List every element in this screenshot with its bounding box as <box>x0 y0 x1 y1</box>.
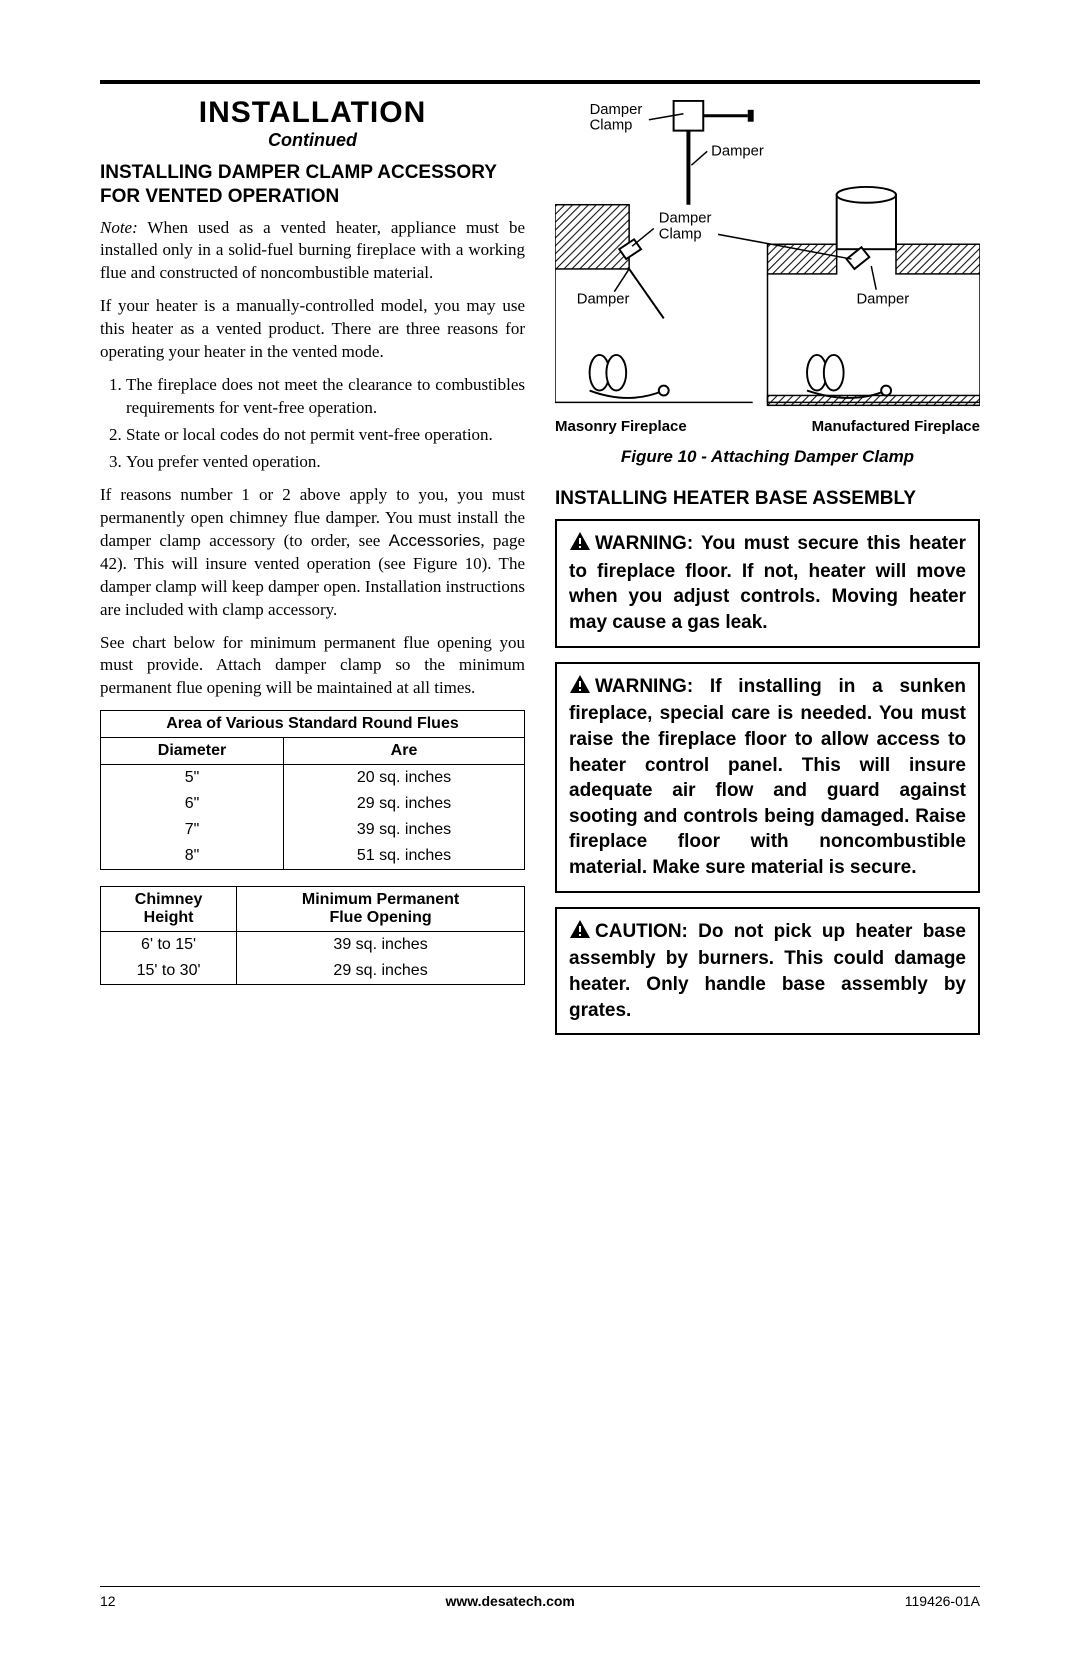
cell: 29 sq. inches <box>284 791 525 817</box>
cell: 29 sq. inches <box>237 958 525 985</box>
label-damper-clamp-mid2: Clamp <box>659 226 702 242</box>
chimney-height-table: Chimney Height Minimum Permanent Flue Op… <box>100 886 525 985</box>
two-column-layout: INSTALLATION Continued INSTALLING DAMPER… <box>100 96 980 1049</box>
label-damper-clamp-top2: Clamp <box>590 118 633 134</box>
para-manually-controlled: If your heater is a manually-controlled … <box>100 295 525 364</box>
note-paragraph: Note: When used as a vented heater, appl… <box>100 217 525 286</box>
warning-icon <box>569 919 591 947</box>
cell: 39 sq. inches <box>284 817 525 843</box>
label-damper-top: Damper <box>711 143 764 159</box>
col-header: Minimum Permanent Flue Opening <box>237 887 525 932</box>
col-header: Diameter <box>101 738 284 765</box>
left-column: INSTALLATION Continued INSTALLING DAMPER… <box>100 96 525 1049</box>
cell: 6" <box>101 791 284 817</box>
col-header: Chimney Height <box>101 887 237 932</box>
doc-number: 119426-01A <box>905 1593 980 1609</box>
warning-icon <box>569 531 591 559</box>
caution-text: CAUTION: Do not pick up heater base asse… <box>569 921 966 1021</box>
col-header-line: Height <box>107 909 230 927</box>
logs-right-icon <box>807 355 891 398</box>
warning-text: WARNING: You must secure this heater to … <box>569 533 966 633</box>
col-header-line: Minimum Permanent <box>243 891 518 909</box>
page-number: 12 <box>100 1593 116 1609</box>
cell: 8" <box>101 843 284 870</box>
damper-diagram-svg: Damper Clamp Damper Damper Clamp <box>555 96 980 412</box>
caption-manufactured: Manufactured Fireplace <box>812 418 980 435</box>
label-damper-clamp-mid: Damper <box>659 211 712 227</box>
reason-item: You prefer vented operation. <box>126 451 525 474</box>
logs-left-icon <box>590 355 669 398</box>
warning-icon <box>569 674 591 702</box>
cell: 20 sq. inches <box>284 765 525 792</box>
section-heading-damper: INSTALLING DAMPER CLAMP ACCESSORY FOR VE… <box>100 161 525 209</box>
cell: 7" <box>101 817 284 843</box>
diagram-caption-row: Masonry Fireplace Manufactured Fireplace <box>555 418 980 435</box>
top-rule <box>100 80 980 84</box>
caption-masonry: Masonry Fireplace <box>555 418 687 435</box>
label-damper-left: Damper <box>577 292 630 308</box>
col-header: Are <box>284 738 525 765</box>
table-title: Area of Various Standard Round Flues <box>101 711 525 738</box>
footer: 12 www.desatech.com 119426-01A <box>100 1586 980 1609</box>
col-header-line: Flue Opening <box>243 909 518 927</box>
right-column: Damper Clamp Damper Damper Clamp <box>555 96 980 1049</box>
cell: 51 sq. inches <box>284 843 525 870</box>
cell: 15' to 30' <box>101 958 237 985</box>
note-body: When used as a vented heater, appliance … <box>100 218 525 283</box>
reason-item: State or local codes do not permit vent-… <box>126 424 525 447</box>
footer-url: www.desatech.com <box>445 1593 574 1609</box>
note-prefix: Note: <box>100 218 138 237</box>
flue-area-table: Area of Various Standard Round Flues Dia… <box>100 710 525 870</box>
warning-text: WARNING: If installing in a sunken firep… <box>569 676 966 878</box>
cell: 6' to 15' <box>101 932 237 959</box>
figure-caption: Figure 10 - Attaching Damper Clamp <box>555 447 980 467</box>
label-damper-right: Damper <box>856 292 909 308</box>
damper-diagram: Damper Clamp Damper Damper Clamp <box>555 96 980 435</box>
continued-label: Continued <box>100 130 525 151</box>
label-damper-clamp-top: Damper <box>590 102 643 118</box>
cell: 5" <box>101 765 284 792</box>
main-title: INSTALLATION <box>100 96 525 130</box>
para-accessory: If reasons number 1 or 2 above apply to … <box>100 484 525 622</box>
warning-box-secure: WARNING: You must secure this heater to … <box>555 519 980 648</box>
reasons-list: The fireplace does not meet the clearanc… <box>100 374 525 474</box>
caution-box: CAUTION: Do not pick up heater base asse… <box>555 907 980 1036</box>
reason-item: The fireplace does not meet the clearanc… <box>126 374 525 420</box>
para-chart-ref: See chart below for minimum permanent fl… <box>100 632 525 701</box>
col-header-line: Chimney <box>107 891 230 909</box>
accessories-ref: Accessories <box>389 531 481 550</box>
cell: 39 sq. inches <box>237 932 525 959</box>
section-heading-base: INSTALLING HEATER BASE ASSEMBLY <box>555 487 980 511</box>
warning-box-sunken: WARNING: If installing in a sunken firep… <box>555 662 980 893</box>
